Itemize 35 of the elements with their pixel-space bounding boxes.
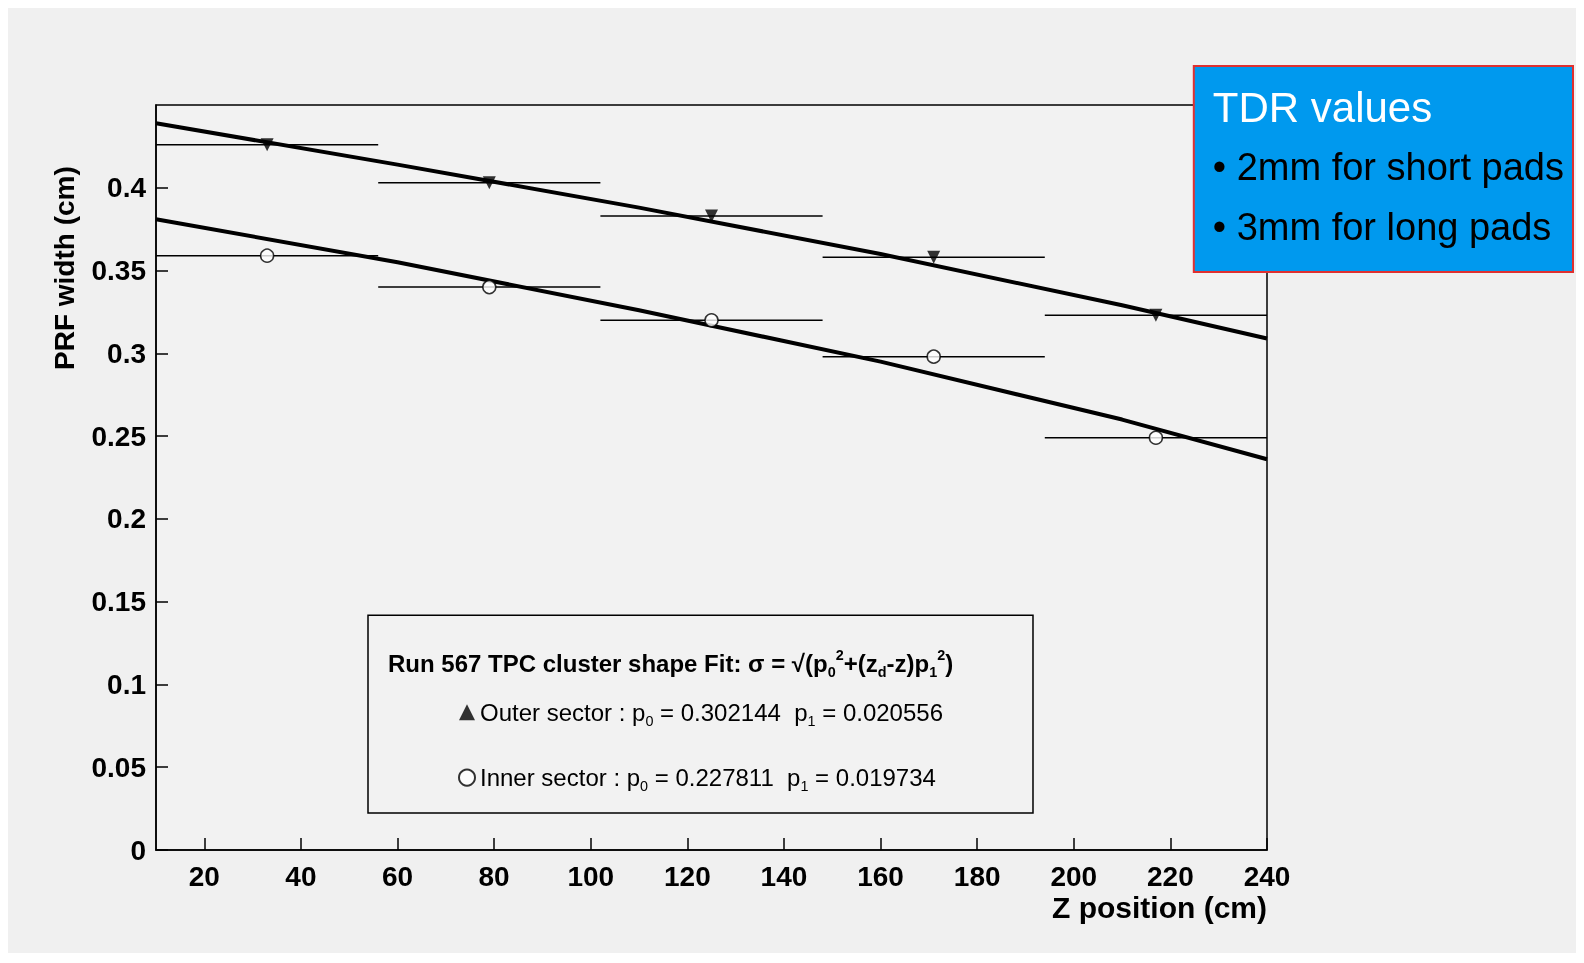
point bbox=[260, 138, 274, 152]
y-tick-label: 0.4 bbox=[107, 172, 147, 204]
x-tick-label: 120 bbox=[663, 860, 711, 892]
y-tick-label: 0.1 bbox=[107, 668, 146, 700]
y-tick-label: 0.3 bbox=[107, 337, 146, 369]
y-tick-label: 0.25 bbox=[91, 420, 146, 452]
y-tick-label: 0.35 bbox=[91, 255, 146, 287]
x-tick-label: 20 bbox=[188, 860, 220, 892]
x-tick-label: 220 bbox=[1147, 860, 1194, 892]
point bbox=[482, 279, 497, 295]
x-tick-label: 60 bbox=[381, 860, 414, 892]
annotation: • 3mm for long pads bbox=[1212, 206, 1552, 248]
point bbox=[1148, 430, 1164, 446]
x-tick-label: 140 bbox=[760, 860, 808, 892]
x-tick-label: 80 bbox=[478, 860, 510, 892]
x-tick-label: 180 bbox=[953, 860, 1001, 892]
point bbox=[259, 248, 275, 263]
annotation: • 2mm for short pads bbox=[1212, 146, 1564, 188]
y-axis-title: PRF width (cm) bbox=[48, 166, 80, 370]
y-tick-label: 0.05 bbox=[91, 751, 146, 783]
point bbox=[926, 349, 941, 364]
x-tick-label: 240 bbox=[1243, 860, 1291, 892]
point bbox=[704, 312, 719, 328]
x-tick-label: 160 bbox=[857, 860, 904, 892]
x-tick-label: 100 bbox=[567, 860, 615, 892]
x-axis-title: Z position (cm) bbox=[1052, 890, 1267, 924]
x-tick-label: 40 bbox=[285, 860, 317, 892]
x-tick-label: 200 bbox=[1050, 860, 1098, 892]
point bbox=[1149, 308, 1163, 322]
annotation: TDR values bbox=[1212, 83, 1433, 131]
point bbox=[927, 250, 941, 264]
y-tick-label: 0 bbox=[130, 834, 146, 866]
y-tick-label: 0.15 bbox=[91, 586, 146, 618]
point bbox=[482, 176, 496, 190]
y-tick-label: 0.2 bbox=[107, 503, 146, 535]
